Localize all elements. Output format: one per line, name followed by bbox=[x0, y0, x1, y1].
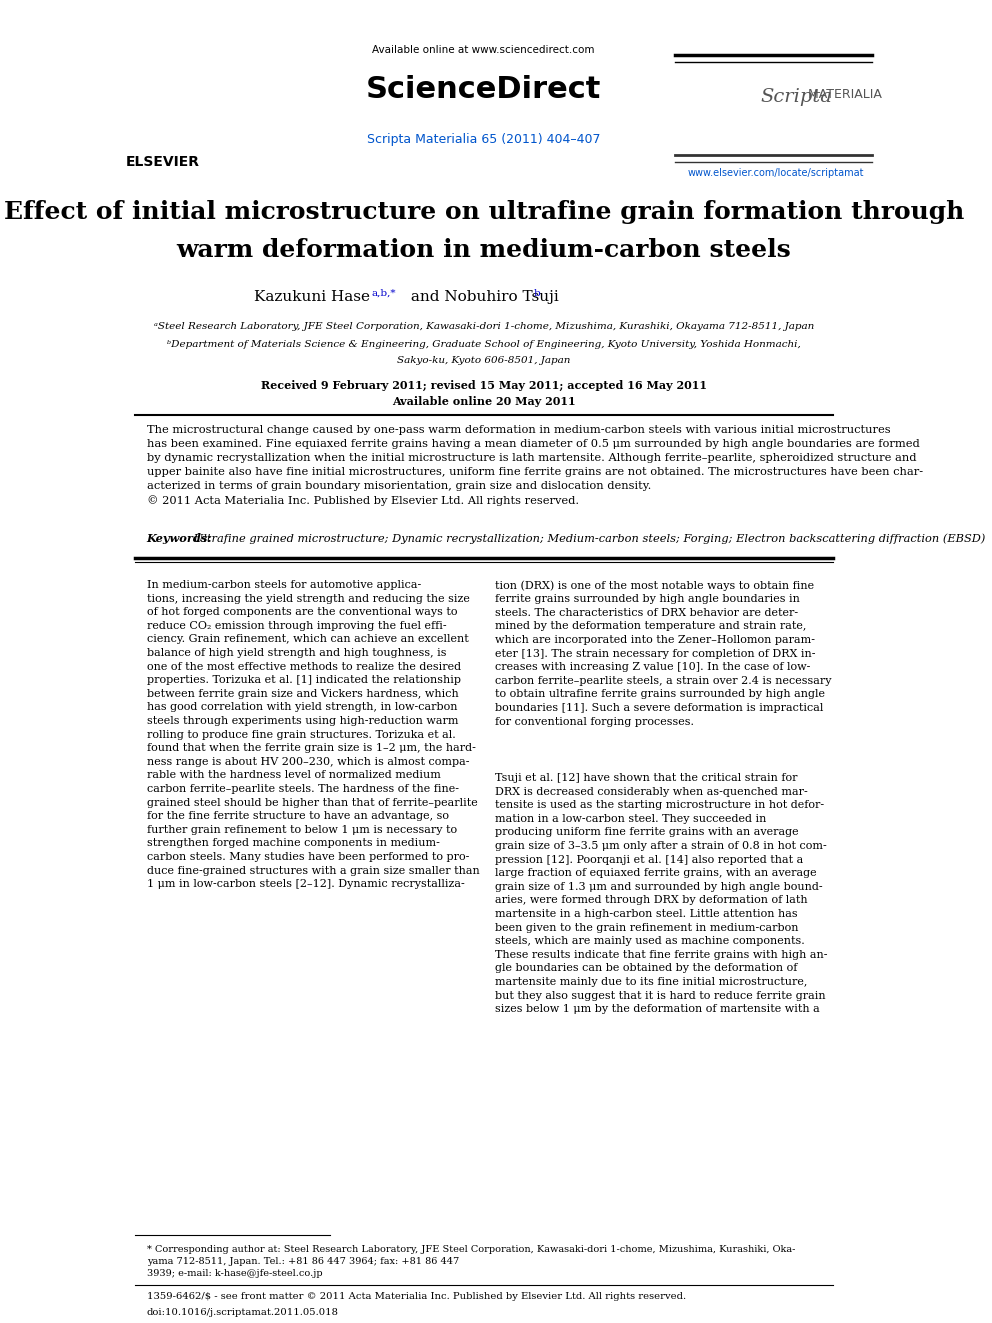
Text: 1359-6462/$ - see front matter © 2011 Acta Materialia Inc. Published by Elsevier: 1359-6462/$ - see front matter © 2011 Ac… bbox=[147, 1293, 685, 1301]
Text: MATERIALIA: MATERIALIA bbox=[804, 89, 882, 101]
Text: a,b,*: a,b,* bbox=[371, 288, 396, 298]
Text: and Nobuhiro Tsuji: and Nobuhiro Tsuji bbox=[406, 290, 558, 304]
Text: Sakyo-ku, Kyoto 606-8501, Japan: Sakyo-ku, Kyoto 606-8501, Japan bbox=[397, 356, 570, 365]
Text: Tsuji et al. [12] have shown that the critical strain for
DRX is decreased consi: Tsuji et al. [12] have shown that the cr… bbox=[495, 773, 827, 1015]
Text: warm deformation in medium-carbon steels: warm deformation in medium-carbon steels bbox=[177, 238, 791, 262]
Text: * Corresponding author at: Steel Research Laboratory, JFE Steel Corporation, Kaw: * Corresponding author at: Steel Researc… bbox=[147, 1245, 795, 1278]
Text: b: b bbox=[534, 288, 541, 298]
Text: doi:10.1016/j.scriptamat.2011.05.018: doi:10.1016/j.scriptamat.2011.05.018 bbox=[147, 1308, 338, 1316]
Text: Scripta: Scripta bbox=[761, 89, 832, 106]
Text: ᵇDepartment of Materials Science & Engineering, Graduate School of Engineering, : ᵇDepartment of Materials Science & Engin… bbox=[167, 340, 801, 349]
Text: Ultrafine grained microstructure; Dynamic recrystallization; Medium-carbon steel: Ultrafine grained microstructure; Dynami… bbox=[190, 533, 986, 544]
Text: Received 9 February 2011; revised 15 May 2011; accepted 16 May 2011: Received 9 February 2011; revised 15 May… bbox=[261, 380, 706, 392]
Text: Available online 20 May 2011: Available online 20 May 2011 bbox=[392, 396, 575, 407]
Text: In medium-carbon steels for automotive applica-
tions, increasing the yield stre: In medium-carbon steels for automotive a… bbox=[147, 579, 479, 889]
Text: Effect of initial microstructure on ultrafine grain formation through: Effect of initial microstructure on ultr… bbox=[4, 200, 964, 224]
Text: The microstructural change caused by one-pass warm deformation in medium-carbon : The microstructural change caused by one… bbox=[147, 425, 923, 507]
Text: ELSEVIER: ELSEVIER bbox=[125, 155, 199, 169]
Text: www.elsevier.com/locate/scriptamat: www.elsevier.com/locate/scriptamat bbox=[688, 168, 864, 179]
Text: ᵃSteel Research Laboratory, JFE Steel Corporation, Kawasaki-dori 1-chome, Mizush: ᵃSteel Research Laboratory, JFE Steel Co… bbox=[154, 321, 813, 331]
Text: Kazukuni Hase: Kazukuni Hase bbox=[254, 290, 370, 304]
Text: tion (DRX) is one of the most notable ways to obtain fine
ferrite grains surroun: tion (DRX) is one of the most notable wa… bbox=[495, 579, 831, 726]
Text: Keywords:: Keywords: bbox=[147, 533, 212, 544]
Text: Scripta Materialia 65 (2011) 404–407: Scripta Materialia 65 (2011) 404–407 bbox=[367, 134, 600, 146]
Text: Available online at www.sciencedirect.com: Available online at www.sciencedirect.co… bbox=[372, 45, 595, 56]
Text: ScienceDirect: ScienceDirect bbox=[366, 75, 601, 105]
